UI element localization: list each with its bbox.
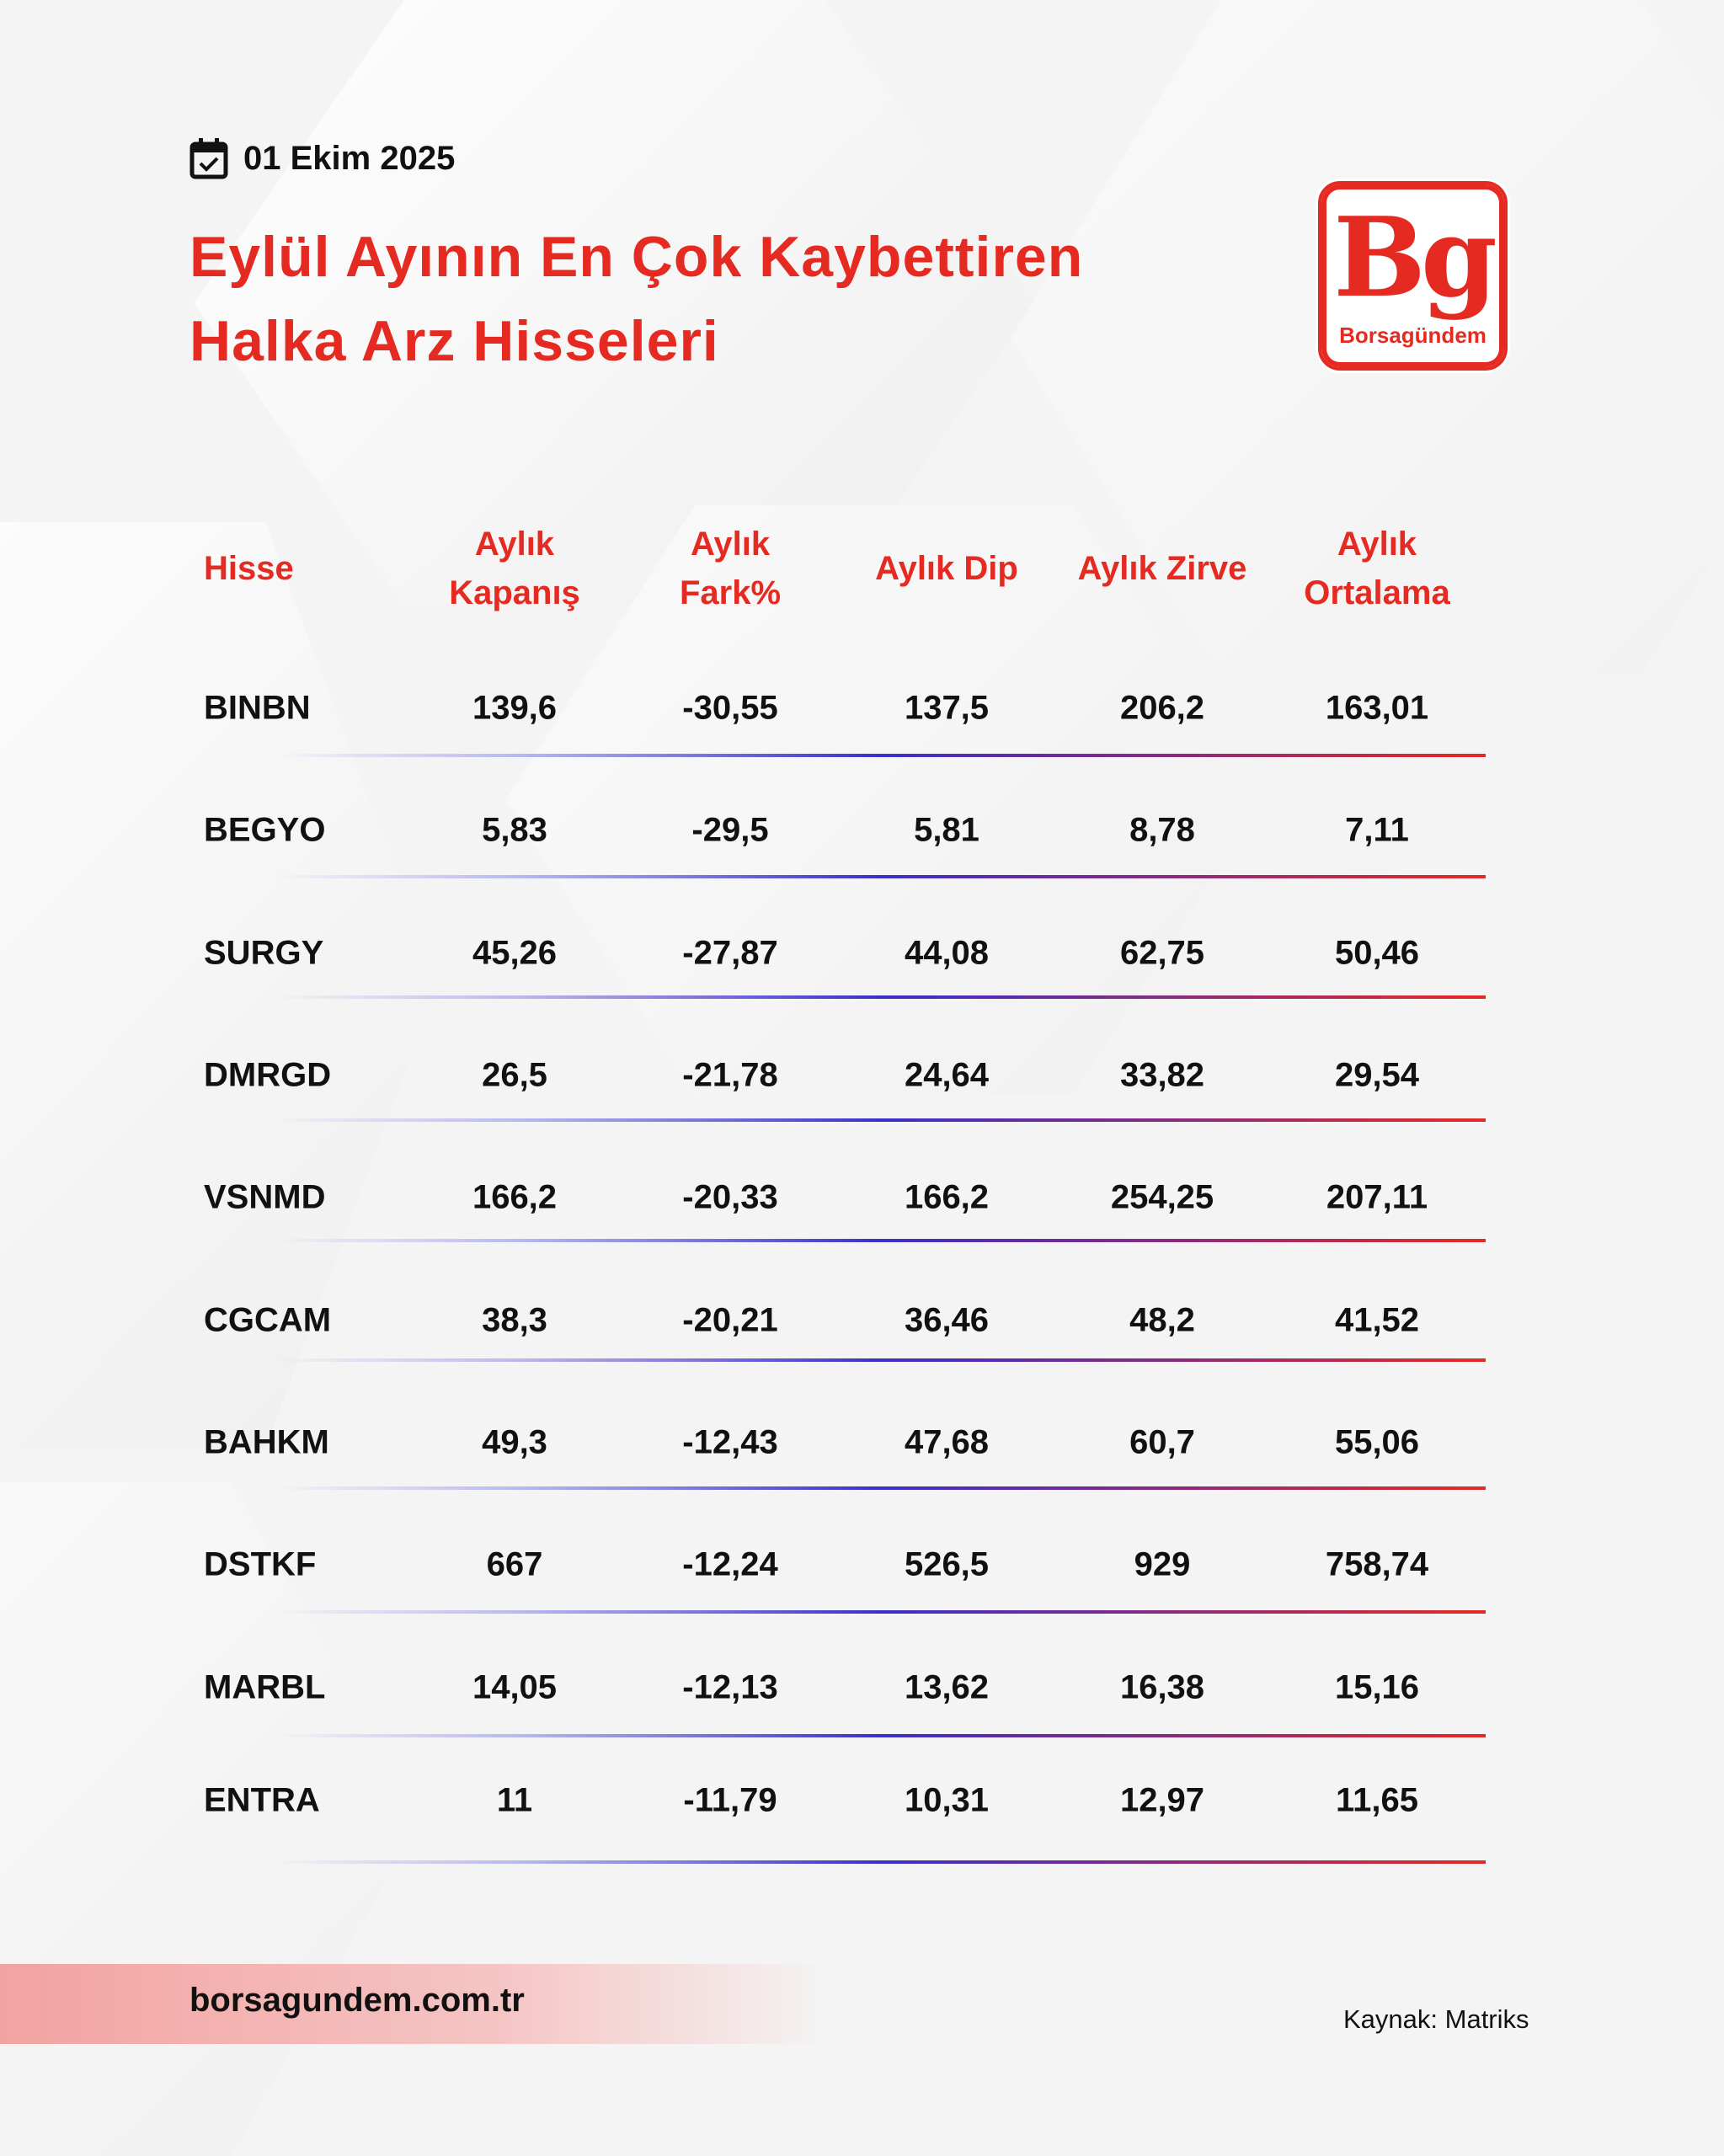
value-cell: 13,62 (904, 1668, 990, 1706)
value-cell: 47,68 (904, 1423, 990, 1461)
date-label: 01 Ekim 2025 (189, 137, 455, 179)
page-title: Eylül Ayının En Çok Kaybettiren Halka Ar… (189, 215, 1083, 383)
logo-mark: Bg (1333, 193, 1497, 322)
value-cell: 60,7 (1129, 1423, 1195, 1461)
ticker-cell: VSNMD (204, 1178, 326, 1216)
column-header: Aylık Zirve (1077, 550, 1247, 587)
ticker-cell: DSTKF (204, 1545, 317, 1583)
value-cell: -11,79 (683, 1781, 777, 1819)
row-divider (275, 995, 1486, 999)
row-divider (275, 1239, 1486, 1242)
value-cell: -20,21 (682, 1301, 778, 1339)
value-cell: 36,46 (904, 1301, 990, 1339)
source-label: Kaynak: Matriks (1343, 2004, 1529, 2034)
borsagundem-logo: Bg Borsagündem (1318, 181, 1508, 371)
value-cell: 163,01 (1325, 689, 1429, 727)
ticker-cell: CGCAM (204, 1301, 332, 1339)
row-divider (275, 754, 1486, 757)
value-cell: 929 (1134, 1545, 1191, 1583)
value-cell: 29,54 (1334, 1056, 1420, 1094)
column-header: Aylık Dip (875, 550, 1018, 587)
value-cell: 50,46 (1334, 934, 1420, 972)
ticker-cell: BEGYO (204, 811, 326, 849)
value-cell: 758,74 (1325, 1545, 1429, 1583)
value-cell: 11 (496, 1781, 533, 1819)
value-cell: 10,31 (904, 1781, 990, 1819)
value-cell: 5,83 (482, 811, 547, 849)
value-cell: 41,52 (1334, 1301, 1420, 1339)
value-cell: 139,6 (472, 689, 558, 727)
column-header: Hisse (204, 550, 294, 587)
value-cell: -30,55 (682, 689, 778, 727)
value-cell: 62,75 (1119, 934, 1205, 972)
value-cell: 206,2 (1119, 689, 1205, 727)
value-cell: 38,3 (482, 1301, 547, 1339)
value-cell: 49,3 (482, 1423, 547, 1461)
value-cell: 26,5 (482, 1056, 547, 1094)
row-divider (275, 1734, 1486, 1737)
logo-name: Borsagündem (1339, 323, 1486, 348)
row-divider (275, 1118, 1486, 1122)
column-header: Aylık Kapanış (449, 526, 580, 611)
calendar-icon (189, 138, 228, 179)
value-cell: 48,2 (1129, 1301, 1195, 1339)
value-cell: 7,11 (1345, 811, 1409, 849)
value-cell: 12,97 (1119, 1781, 1205, 1819)
row-divider (275, 1610, 1486, 1614)
value-cell: 14,05 (472, 1668, 558, 1706)
value-cell: -29,5 (691, 811, 769, 849)
title-line-1: Eylül Ayının En Çok Kaybettiren (189, 225, 1084, 289)
value-cell: -12,13 (682, 1668, 778, 1706)
value-cell: 16,38 (1119, 1668, 1205, 1706)
value-cell: 254,25 (1110, 1178, 1214, 1216)
value-cell: 166,2 (472, 1178, 558, 1216)
value-cell: -12,43 (682, 1423, 778, 1461)
ticker-cell: BAHKM (204, 1423, 329, 1461)
column-header: Aylık Fark% (679, 526, 782, 611)
value-cell: -20,33 (682, 1178, 778, 1216)
value-cell: 15,16 (1334, 1668, 1420, 1706)
value-cell: 166,2 (904, 1178, 990, 1216)
value-cell: 526,5 (904, 1545, 990, 1583)
row-divider (275, 1860, 1486, 1864)
ticker-cell: MARBL (204, 1668, 326, 1706)
footer-band (0, 1964, 830, 2044)
value-cell: 45,26 (472, 934, 558, 972)
value-cell: 11,65 (1336, 1781, 1418, 1819)
value-cell: 55,06 (1334, 1423, 1420, 1461)
column-header: Aylık Ortalama (1304, 526, 1450, 611)
row-divider (275, 1486, 1486, 1490)
ticker-cell: SURGY (204, 934, 324, 972)
value-cell: 44,08 (904, 934, 990, 972)
row-divider (275, 875, 1486, 878)
value-cell: -27,87 (682, 934, 778, 972)
value-cell: -21,78 (682, 1056, 778, 1094)
row-divider (275, 1358, 1486, 1362)
value-cell: 207,11 (1326, 1178, 1428, 1216)
value-cell: 8,78 (1129, 811, 1195, 849)
ticker-cell: DMRGD (204, 1056, 332, 1094)
date-text: 01 Ekim 2025 (243, 139, 456, 177)
value-cell: 137,5 (904, 689, 990, 727)
ticker-cell: BINBN (204, 689, 311, 727)
value-cell: -12,24 (682, 1545, 778, 1583)
value-cell: 33,82 (1119, 1056, 1205, 1094)
ticker-cell: ENTRA (204, 1781, 320, 1819)
value-cell: 24,64 (904, 1056, 990, 1094)
value-cell: 667 (486, 1545, 543, 1583)
title-line-2: Halka Arz Hisseleri (189, 309, 719, 373)
value-cell: 5,81 (914, 811, 979, 849)
website-link[interactable]: borsagundem.com.tr (189, 1982, 525, 2019)
